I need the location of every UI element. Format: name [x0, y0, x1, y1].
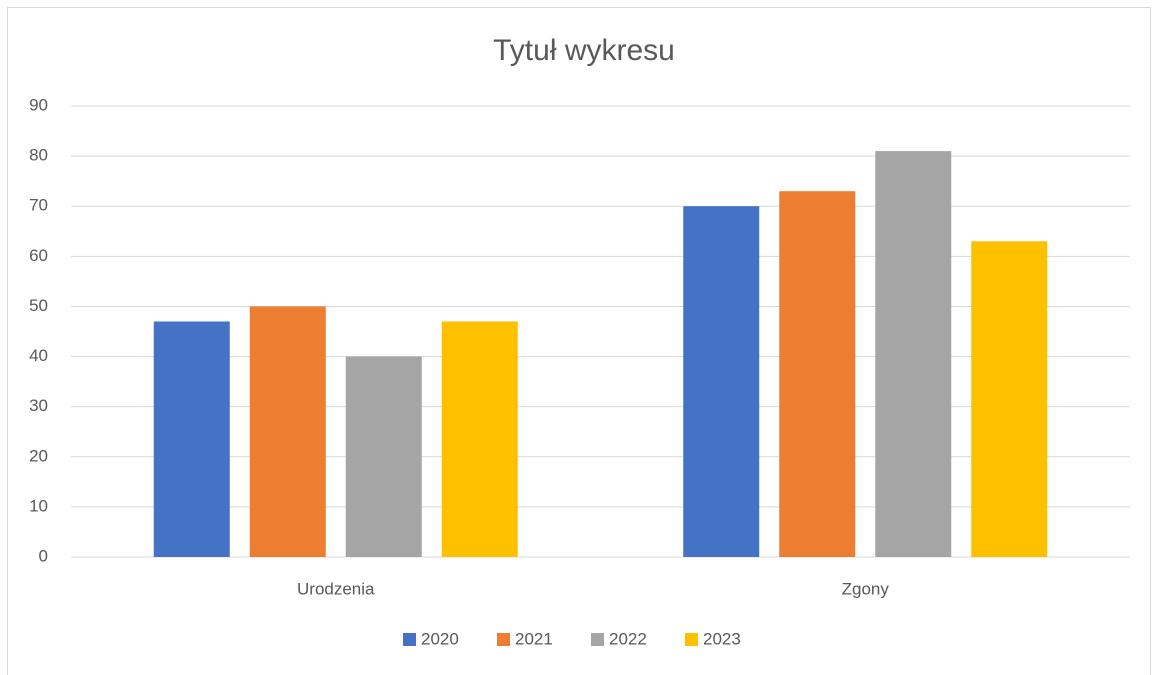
legend-swatch: [403, 633, 416, 646]
legend-label: 2020: [421, 629, 459, 648]
bar: [875, 151, 952, 557]
y-tick-label: 20: [29, 446, 48, 465]
bar: [249, 306, 326, 557]
legend-label: 2023: [703, 629, 741, 648]
legend-label: 2021: [515, 629, 553, 648]
bar: [153, 321, 230, 557]
y-tick-label: 0: [39, 546, 48, 565]
legend-swatch: [591, 633, 604, 646]
bar: [441, 321, 518, 557]
bar: [345, 356, 422, 557]
y-tick-label: 30: [29, 396, 48, 415]
x-tick-label: Zgony: [842, 579, 890, 598]
y-tick-label: 60: [29, 246, 48, 265]
y-tick-label: 80: [29, 146, 48, 165]
bar: [971, 241, 1048, 558]
y-tick-label: 50: [29, 296, 48, 315]
bar: [779, 191, 856, 557]
legend-label: 2022: [609, 629, 647, 648]
y-tick-label: 90: [29, 95, 48, 114]
legend-swatch: [497, 633, 510, 646]
legend-swatch: [685, 633, 698, 646]
bar: [683, 206, 760, 557]
y-tick-label: 70: [29, 196, 48, 215]
y-tick-label: 40: [29, 346, 48, 365]
x-tick-label: Urodzenia: [297, 579, 375, 598]
chart-title: Tytuł wykresu: [493, 34, 675, 67]
y-tick-label: 10: [29, 496, 48, 515]
